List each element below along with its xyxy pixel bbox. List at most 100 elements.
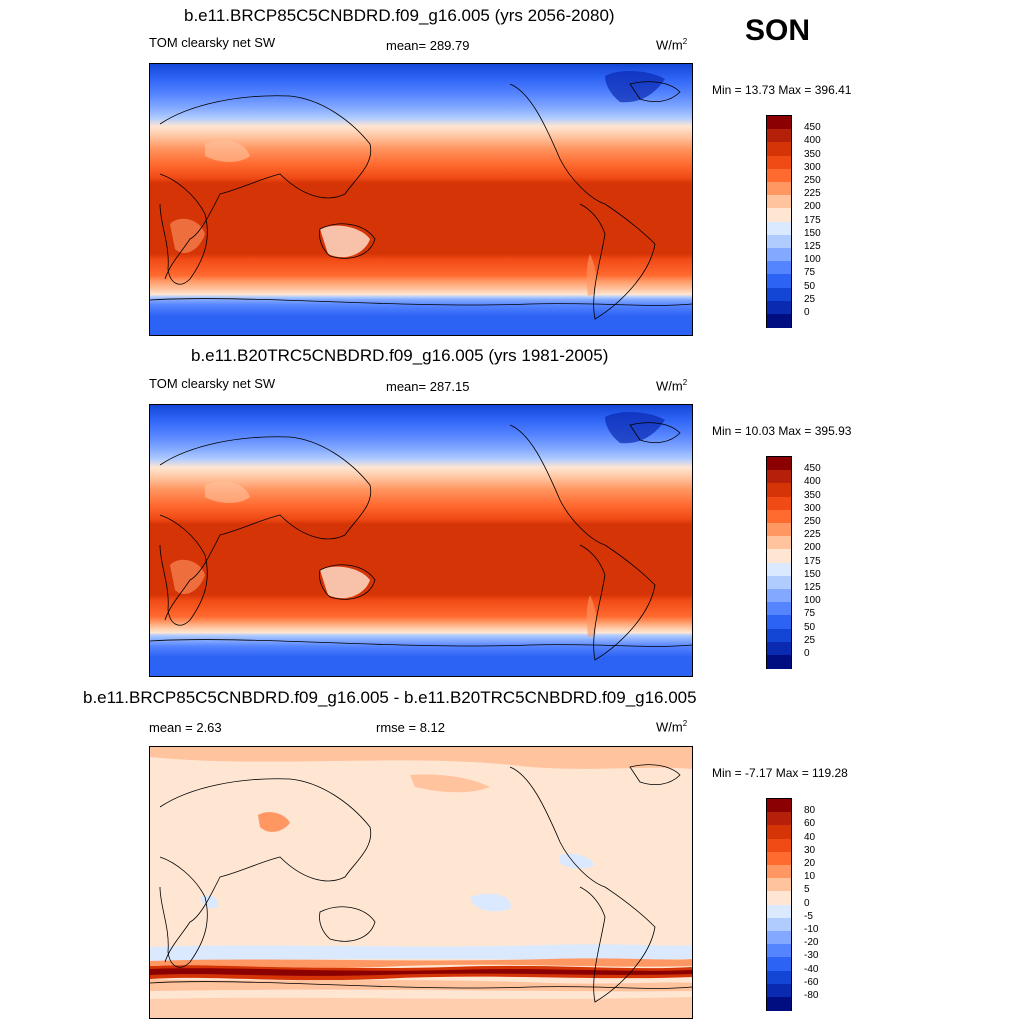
colorbar-label: 80 — [804, 805, 816, 817]
colorbar-swatch — [767, 470, 791, 484]
colorbar-swatches — [766, 798, 792, 1012]
colorbar-label: -5 — [804, 910, 813, 922]
colorbar-swatch — [767, 129, 791, 143]
colorbar-label: 300 — [804, 502, 821, 514]
colorbar-swatch — [767, 248, 791, 262]
colorbar-swatch — [767, 812, 791, 826]
colorbar-label: 0 — [804, 648, 810, 659]
colorbar-swatch — [767, 589, 791, 603]
panel3-title: b.e11.BRCP85C5CNBDRD.f09_g16.005 - b.e11… — [83, 688, 697, 707]
colorbar-label: 5 — [804, 884, 810, 896]
colorbar-swatch — [767, 509, 791, 524]
colorbar-label: 50 — [804, 280, 816, 292]
colorbar-label: 25 — [804, 634, 816, 646]
panel2-coastlines — [150, 422, 692, 661]
panel3-minmax: Min = -7.17 Max = 119.28 — [712, 766, 848, 780]
colorbar-swatch — [767, 314, 791, 328]
colorbar-label: 350 — [804, 148, 821, 160]
panel3-units: W/m2 — [656, 719, 688, 735]
colorbar-swatch — [767, 483, 791, 498]
colorbar-label: -80 — [804, 990, 819, 1001]
colorbar-swatch — [767, 983, 791, 998]
panel1-minmax: Min = 13.73 Max = 396.41 — [712, 83, 852, 97]
colorbar-label: 10 — [804, 871, 816, 883]
panel3-anomaly-features — [150, 747, 692, 1018]
colorbar-swatch — [767, 155, 791, 170]
colorbar-swatch — [767, 182, 791, 196]
colorbar-swatch — [767, 615, 791, 630]
colorbar-swatch — [767, 208, 791, 223]
panel2-minmax: Min = 10.03 Max = 395.93 — [712, 424, 852, 438]
panel1-variable-label: TOM clearsky net SW — [149, 35, 276, 50]
panel3-map — [149, 746, 693, 1019]
colorbar-swatch — [767, 116, 791, 130]
colorbar-swatch — [767, 957, 791, 972]
panel3-rmse-label: rmse = 8.12 — [376, 720, 446, 735]
colorbar-swatch — [767, 655, 791, 669]
panel1-title: b.e11.BRCP85C5CNBDRD.f09_g16.005 (yrs 20… — [184, 6, 615, 25]
panel2-title: b.e11.B20TRC5CNBDRD.f09_g16.005 (yrs 198… — [191, 346, 609, 365]
colorbar-swatch — [767, 274, 791, 289]
colorbar-label: 100 — [804, 595, 821, 607]
colorbar-label: 0 — [804, 897, 810, 909]
colorbar-label: 450 — [804, 463, 821, 475]
colorbar-label: 450 — [804, 122, 821, 134]
colorbar-swatch — [767, 904, 791, 919]
colorbar-swatch — [767, 602, 791, 616]
colorbar-label: 60 — [804, 818, 816, 830]
colorbar-swatches — [766, 456, 792, 670]
colorbar-label: 50 — [804, 621, 816, 633]
colorbar-swatch — [767, 917, 791, 932]
colorbar-label: 175 — [804, 555, 821, 567]
colorbar-swatch — [767, 970, 791, 985]
colorbar-label: 75 — [804, 267, 816, 279]
panel2-land-features — [170, 411, 665, 637]
colorbar-swatch — [767, 878, 791, 892]
colorbar-swatch — [767, 851, 791, 866]
colorbar-label: 20 — [804, 858, 816, 869]
panel2-map — [149, 404, 693, 677]
colorbar-label: 250 — [804, 516, 821, 527]
colorbar-swatch — [767, 562, 791, 577]
season-label: SON — [745, 14, 811, 47]
colorbar-label: 250 — [804, 175, 821, 186]
colorbar-swatch — [767, 891, 791, 906]
panel3-mean-label: mean = 2.63 — [149, 720, 222, 735]
colorbar-swatch — [767, 628, 791, 643]
colorbar-label: -20 — [804, 937, 819, 949]
panel2-mean-label: mean= 287.15 — [386, 379, 470, 394]
colorbar-label: 200 — [804, 542, 821, 554]
colorbar-label: 0 — [804, 307, 810, 318]
colorbar-swatch — [767, 221, 791, 236]
colorbar-label: -60 — [804, 976, 819, 988]
panel1-mean-label: mean= 289.79 — [386, 38, 470, 53]
colorbar-swatch — [767, 825, 791, 840]
colorbar-swatch — [767, 575, 791, 590]
colorbar-label: 30 — [804, 844, 816, 856]
colorbar-swatch — [767, 641, 791, 656]
colorbar-swatch — [767, 300, 791, 315]
colorbar-label: 75 — [804, 608, 816, 620]
colorbar-swatch — [767, 536, 791, 550]
colorbar-swatch — [767, 261, 791, 275]
colorbar-swatch — [767, 234, 791, 249]
panel1-land-features — [170, 70, 665, 296]
panel1-units: W/m2 — [656, 37, 688, 53]
panel2-units: W/m2 — [656, 378, 688, 394]
colorbar-label: 200 — [804, 201, 821, 213]
colorbar-label: 25 — [804, 293, 816, 305]
panel1-map — [149, 63, 693, 336]
colorbar-label: 225 — [804, 188, 821, 200]
colorbar-label: 400 — [804, 476, 821, 488]
colorbar-label: 125 — [804, 582, 821, 593]
colorbar-label: 300 — [804, 161, 821, 173]
colorbar-swatch — [767, 944, 791, 958]
colorbar-label: 150 — [804, 227, 821, 239]
colorbar-label: 40 — [804, 831, 816, 843]
panel1-coastlines — [150, 81, 692, 320]
colorbar-label: -40 — [804, 963, 819, 975]
panel3-coastlines — [150, 764, 692, 1003]
colorbar-swatch — [767, 523, 791, 537]
colorbar-swatch — [767, 838, 791, 853]
colorbar-swatch — [767, 865, 791, 879]
